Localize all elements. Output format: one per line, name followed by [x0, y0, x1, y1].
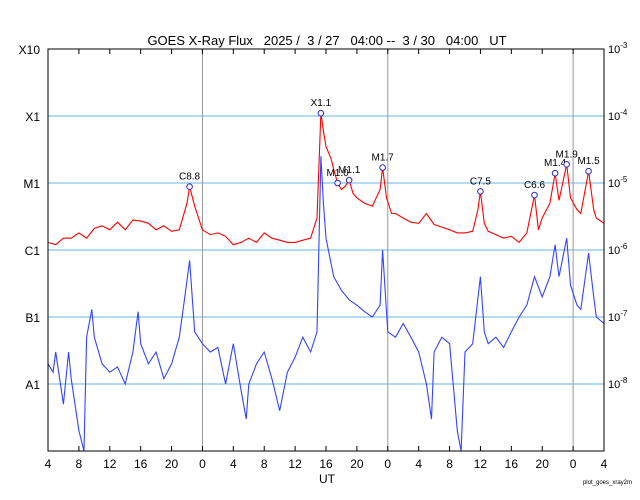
left-axis-label: X1 — [25, 110, 40, 124]
x-tick-label: 8 — [446, 457, 453, 471]
right-axis-label: 10-4 — [608, 108, 628, 123]
x-tick-label: 8 — [76, 457, 83, 471]
flare-label: M1.4 — [544, 158, 567, 169]
left-axis-label: M1 — [23, 177, 40, 191]
x-tick-label: 0 — [570, 457, 577, 471]
right-axis-label: 10-7 — [608, 309, 628, 324]
x-tick-label: 20 — [536, 457, 550, 471]
x-axis-ticks: 4 8 12 16 20 0 4 8 12 16 20 0 4 8 12 16 20 0 4 — [45, 49, 608, 471]
flare-marker — [379, 164, 386, 171]
x-axis-label: UT — [319, 472, 336, 486]
flare-marker — [345, 176, 353, 184]
flare-marker — [477, 188, 484, 195]
x-tick-label: 0 — [384, 457, 391, 471]
day-boundary-lines — [201, 49, 574, 451]
x-tick-label: 20 — [165, 457, 179, 471]
flare-label: M1.7 — [372, 153, 395, 164]
flare-annotations: C8.8 X1.1 M1.0M1.1 M1.7 C7.5 C6.6 M1.4M1.9M1.5 — [179, 98, 600, 199]
x-tick-label: 4 — [601, 457, 608, 471]
x-tick-label: 16 — [319, 457, 333, 471]
right-axis-label: 10-3 — [608, 41, 628, 56]
flare-label: M1.9 — [556, 149, 579, 160]
right-axis-label: 10-8 — [608, 376, 628, 391]
flare-label: C7.5 — [470, 176, 492, 187]
flare-marker — [551, 169, 559, 177]
left-axis-label: C1 — [25, 244, 41, 258]
chart-title: GOES X-Ray Flux 2025 / 3 / 27 04:00 -- 3… — [147, 33, 506, 48]
left-axis-label: A1 — [25, 378, 40, 392]
x-tick-label: 12 — [288, 457, 302, 471]
flare-marker — [186, 183, 193, 191]
left-axis-class-labels: A1 B1 C1 M1 X1 X10 — [19, 43, 41, 392]
x-tick-label: 12 — [103, 457, 117, 471]
series-line — [47, 113, 605, 246]
flare-marker — [531, 191, 538, 199]
x-tick-label: 16 — [505, 457, 519, 471]
flare-label: M1.1 — [338, 165, 361, 176]
flare-label: M1.5 — [577, 156, 600, 167]
left-axis-label: B1 — [25, 311, 40, 325]
x-tick-label: 4 — [230, 457, 237, 471]
flare-marker — [317, 109, 325, 117]
right-axis-flux-labels: 10-8 10-7 10-6 10-5 10-4 10-3 — [608, 41, 628, 391]
x-tick-label: 12 — [474, 457, 488, 471]
flare-marker — [334, 179, 341, 187]
series-line — [47, 156, 605, 452]
x-tick-label: 16 — [134, 457, 148, 471]
flare-label: X1.1 — [311, 98, 332, 109]
flare-marker — [585, 167, 592, 175]
flux-series — [47, 113, 605, 452]
right-axis-label: 10-5 — [608, 175, 628, 190]
flare-label: C8.8 — [179, 172, 201, 183]
right-axis-label: 10-6 — [608, 242, 628, 257]
flare-label: M1.0 — [326, 168, 349, 179]
flare-marker — [563, 161, 570, 168]
plot-credit: plot_goes_xray2m — [583, 480, 632, 486]
flare-label: C6.6 — [524, 180, 546, 191]
x-tick-label: 0 — [199, 457, 206, 471]
x-tick-label: 8 — [261, 457, 268, 471]
x-tick-label: 4 — [415, 457, 422, 471]
x-tick-label: 20 — [350, 457, 364, 471]
left-axis-label: X10 — [19, 43, 41, 57]
x-tick-label: 4 — [45, 457, 52, 471]
